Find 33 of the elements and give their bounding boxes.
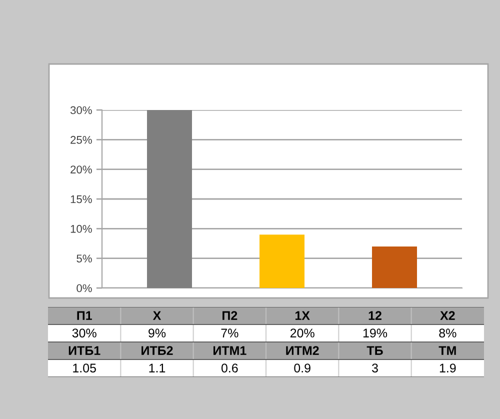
bar xyxy=(260,234,304,288)
text: 19% xyxy=(363,328,388,338)
y-tick-label: 15% xyxy=(70,195,92,204)
text: ИТМ1 xyxy=(214,346,246,355)
text: 7% xyxy=(221,328,238,338)
text: 12 xyxy=(368,311,382,320)
text: X2 xyxy=(440,311,455,320)
text: П1 xyxy=(77,311,92,320)
text: ИТБ1 xyxy=(68,346,100,355)
text: 1.1 xyxy=(149,364,166,372)
y-tick-label: 5% xyxy=(76,254,92,262)
text: 1.9 xyxy=(440,364,456,372)
text: 1X xyxy=(295,311,310,320)
text: X xyxy=(152,311,162,320)
text: ТМ xyxy=(438,346,456,355)
text: 20% xyxy=(290,328,314,338)
text: ТБ xyxy=(366,346,383,355)
y-tick-label: 0% xyxy=(76,284,92,292)
text: 9% xyxy=(148,328,166,338)
y-tick-label: 30% xyxy=(70,106,92,114)
y-tick-label: 20% xyxy=(70,166,92,174)
text: ИТМ2 xyxy=(286,346,319,355)
text: 0.6 xyxy=(221,364,238,372)
text: 8% xyxy=(439,328,456,338)
text: 0.9 xyxy=(294,364,310,372)
bar xyxy=(372,246,417,288)
y-tick-label: 10% xyxy=(70,224,92,233)
text: ИТБ2 xyxy=(142,346,173,355)
text: П2 xyxy=(222,311,238,320)
bar xyxy=(147,110,192,288)
text: 1.05 xyxy=(73,364,96,372)
text: 3 xyxy=(372,364,378,372)
y-tick-label: 25% xyxy=(70,136,92,144)
